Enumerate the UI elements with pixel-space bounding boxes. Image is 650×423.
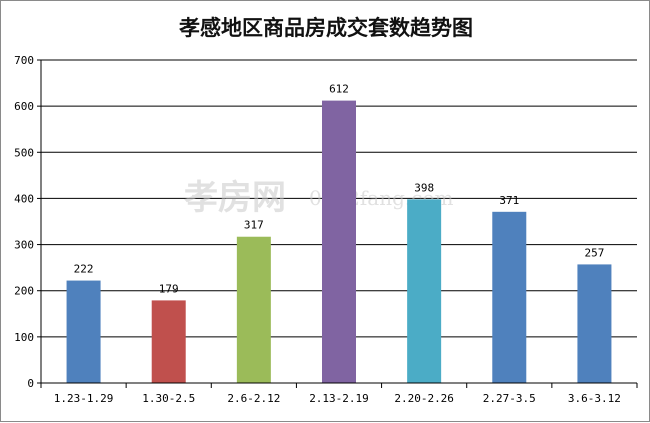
y-tick-label: 200	[14, 285, 34, 298]
axes: 0 100 200 300 400 500 600 700 1.23-1.29 1.30-2.5 2…	[14, 54, 638, 405]
data-labels: 222 179 317 612 398 371 257	[74, 83, 605, 296]
bar-value-label: 612	[329, 83, 349, 96]
x-tick-label: 1.23-1.29	[54, 392, 114, 405]
y-tick-label: 0	[27, 377, 34, 390]
bar-value-label: 371	[499, 194, 519, 207]
y-tick-label: 100	[14, 331, 34, 344]
bar-value-label: 257	[584, 246, 604, 259]
bar	[66, 280, 101, 383]
x-tick-label: 1.30-2.5	[142, 392, 195, 405]
x-tick-label: 3.6-3.12	[568, 392, 621, 405]
bars	[66, 100, 612, 383]
bar	[236, 236, 271, 383]
y-tick-label: 600	[14, 100, 34, 113]
bar-value-label: 222	[74, 263, 94, 276]
bar-value-label: 179	[159, 282, 179, 295]
bar	[151, 300, 186, 383]
bar-value-label: 398	[414, 181, 434, 194]
y-tick-label: 500	[14, 146, 34, 159]
y-tick-label: 300	[14, 239, 34, 252]
bar	[492, 211, 527, 383]
watermark-brand: 孝房网	[184, 178, 286, 218]
x-tick-label: 2.20-2.26	[394, 392, 454, 405]
y-tick-label: 700	[14, 54, 34, 67]
bar	[407, 199, 442, 383]
bar	[322, 100, 356, 383]
bar	[577, 264, 612, 383]
chart-title: 孝感地区商品房成交套数趋势图	[179, 16, 473, 40]
x-tick-label: 2.6-2.12	[227, 392, 280, 405]
y-tick-label: 400	[14, 192, 34, 205]
x-tick-label: 2.13-2.19	[309, 392, 369, 405]
bar-value-label: 317	[244, 219, 264, 232]
x-tick-label: 2.27-3.5	[483, 392, 536, 405]
